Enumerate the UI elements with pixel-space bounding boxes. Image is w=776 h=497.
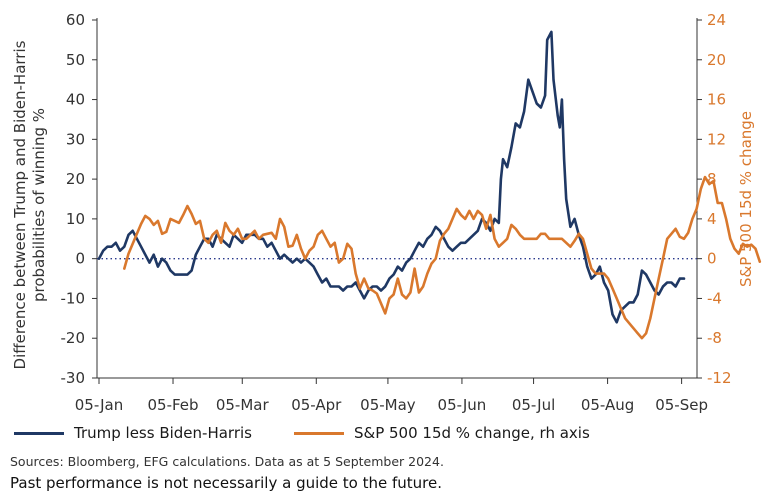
- x-tick-label: 05-Jun: [438, 396, 487, 414]
- left-axis-ticks: 60 50 40 30 20 10 0 -10 -20 -30: [61, 11, 97, 387]
- x-tick-label: 05-Apr: [291, 396, 342, 414]
- legend-item-trump: Trump less Biden-Harris: [14, 424, 252, 442]
- left-tick-label: 30: [66, 130, 85, 148]
- right-tick-label: 0: [707, 250, 717, 268]
- y2-axis-title: S&P 500 15d % change: [737, 111, 755, 287]
- right-tick-label: 20: [707, 51, 726, 69]
- legend-label-trump: Trump less Biden-Harris: [74, 424, 252, 442]
- right-tick-label: -4: [707, 289, 722, 307]
- x-tick-label: 05-Mar: [216, 396, 270, 414]
- disclaimer: Past performance is not necessarily a gu…: [10, 474, 443, 492]
- right-tick-label: -8: [707, 329, 722, 347]
- right-tick-label: -12: [707, 369, 732, 387]
- left-tick-label: 0: [75, 250, 85, 268]
- left-tick-label: 10: [66, 210, 85, 228]
- x-axis-ticks: 05-Jan 05-Feb 05-Mar 05-Apr 05-May 05-Jun 05-J…: [75, 378, 708, 414]
- right-tick-label: 12: [707, 130, 726, 148]
- x-tick-label: 05-Aug: [581, 396, 634, 414]
- left-tick-label: -30: [61, 369, 86, 387]
- x-tick-label: 05-Jan: [75, 396, 123, 414]
- right-axis-ticks: 24 20 16 12 8 4 0 -4 -8 -12: [697, 11, 732, 387]
- x-tick-label: 05-Feb: [147, 396, 198, 414]
- left-tick-label: -20: [61, 329, 86, 347]
- y-axis-title-line2: probabilities of winning %: [30, 108, 48, 302]
- y-axis-title-line1: Difference between Trump and Biden-Harri…: [11, 40, 29, 369]
- legend: Trump less Biden-Harris S&P 500 15d % ch…: [14, 422, 632, 444]
- legend-label-sp500: S&P 500 15d % change, rh axis: [353, 424, 590, 442]
- legend-item-sp500: S&P 500 15d % change, rh axis: [293, 424, 590, 442]
- right-tick-label: 16: [707, 91, 726, 109]
- x-tick-label: 05-Sep: [655, 396, 708, 414]
- series-lines: [97, 30, 762, 340]
- series-line-sp500: [123, 175, 762, 340]
- left-tick-label: -10: [61, 289, 86, 307]
- left-tick-label: 50: [66, 51, 85, 69]
- x-tick-label: 05-Jul: [512, 396, 555, 414]
- left-tick-label: 40: [66, 91, 85, 109]
- source-note: Sources: Bloomberg, EFG calculations. Da…: [10, 454, 444, 469]
- right-tick-label: 8: [707, 170, 717, 188]
- axes: [96, 18, 698, 379]
- x-tick-label: 05-May: [360, 396, 416, 414]
- left-tick-label: 20: [66, 170, 85, 188]
- right-tick-label: 4: [707, 210, 717, 228]
- legend-swatch-trump: [14, 431, 64, 435]
- legend-swatch-sp500: [293, 431, 344, 435]
- left-tick-label: 60: [66, 11, 85, 29]
- series-line-trump: [97, 30, 686, 324]
- right-tick-label: 24: [707, 11, 726, 29]
